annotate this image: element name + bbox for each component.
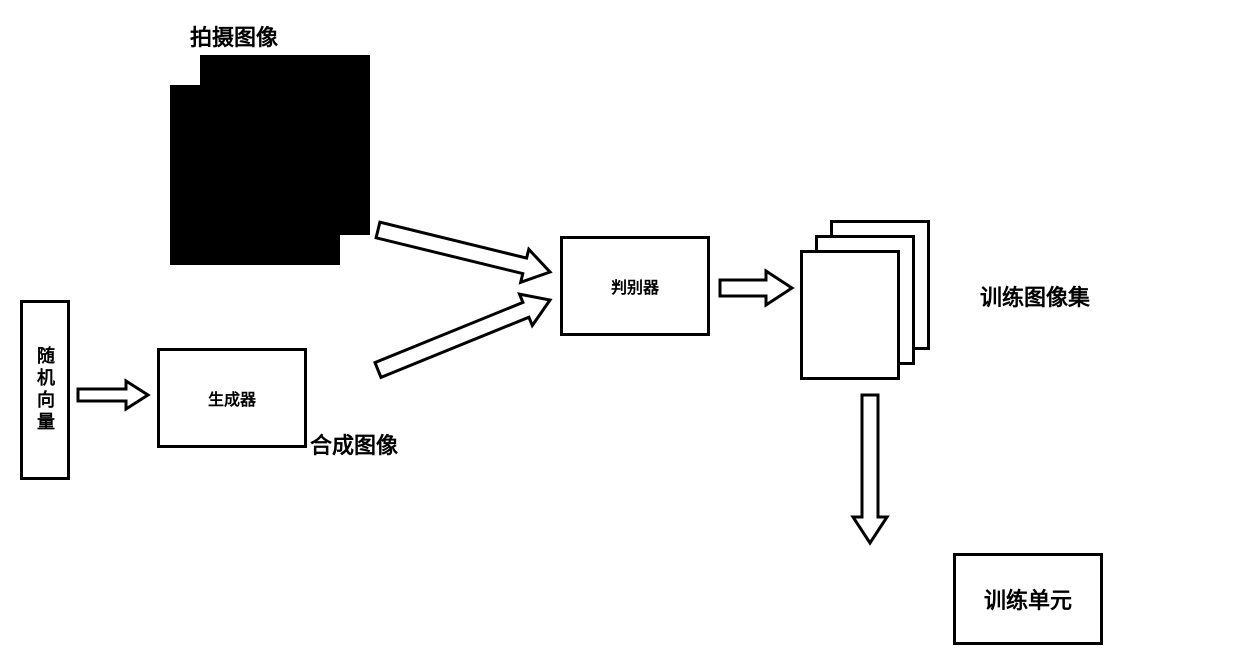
arrow-captured-to-disc — [376, 222, 550, 282]
arrow-gen-to-disc — [375, 294, 550, 377]
arrow-rv-to-gen — [78, 381, 148, 409]
arrows-layer — [0, 0, 1240, 668]
arrow-disc-to-stack — [720, 271, 792, 305]
arrow-stack-to-train — [853, 395, 887, 543]
